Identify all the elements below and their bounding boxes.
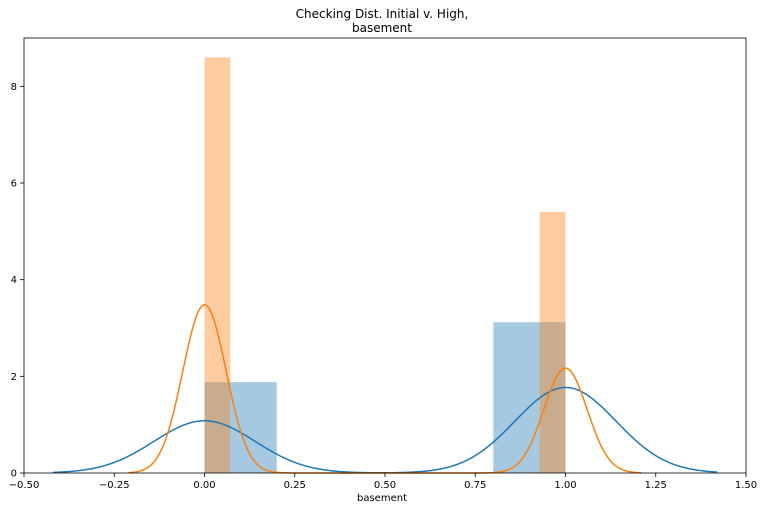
chart-title: Checking Dist. Initial v. High, basement — [296, 7, 469, 35]
x-tick-label: 0.50 — [374, 480, 396, 491]
chart-title-line-2: basement — [352, 21, 412, 35]
x-tick-label: −0.50 — [9, 480, 40, 491]
x-tick-label: −0.25 — [99, 480, 130, 491]
plot-area: −0.50 −0.25 0.00 0.25 0.50 0.75 1.00 1.25 1.50 0 2… — [9, 37, 757, 491]
x-tick-label: 1.50 — [735, 480, 757, 491]
y-tick-label: 4 — [11, 275, 17, 286]
bar-series-1-1 — [204, 382, 277, 473]
chart-title-line-1: Checking Dist. Initial v. High, — [296, 7, 469, 21]
y-tick-label: 8 — [11, 82, 17, 93]
y-tick-label: 6 — [11, 179, 17, 190]
x-tick-label: 0.00 — [193, 480, 215, 491]
bar-series-2-2 — [539, 212, 566, 473]
x-axis-label: basement — [357, 493, 407, 504]
y-tick-label: 2 — [11, 372, 17, 383]
x-tick-label: 1.25 — [645, 480, 667, 491]
kde-line-series-1 — [52, 386, 718, 474]
y-tick-label: 0 — [11, 469, 17, 480]
x-tick-label: 0.75 — [464, 480, 486, 491]
x-tick-label: 0.25 — [284, 480, 306, 491]
x-tick-label: 1.00 — [554, 480, 576, 491]
bar-series-2-1 — [204, 57, 231, 473]
plot-frame — [23, 37, 747, 474]
